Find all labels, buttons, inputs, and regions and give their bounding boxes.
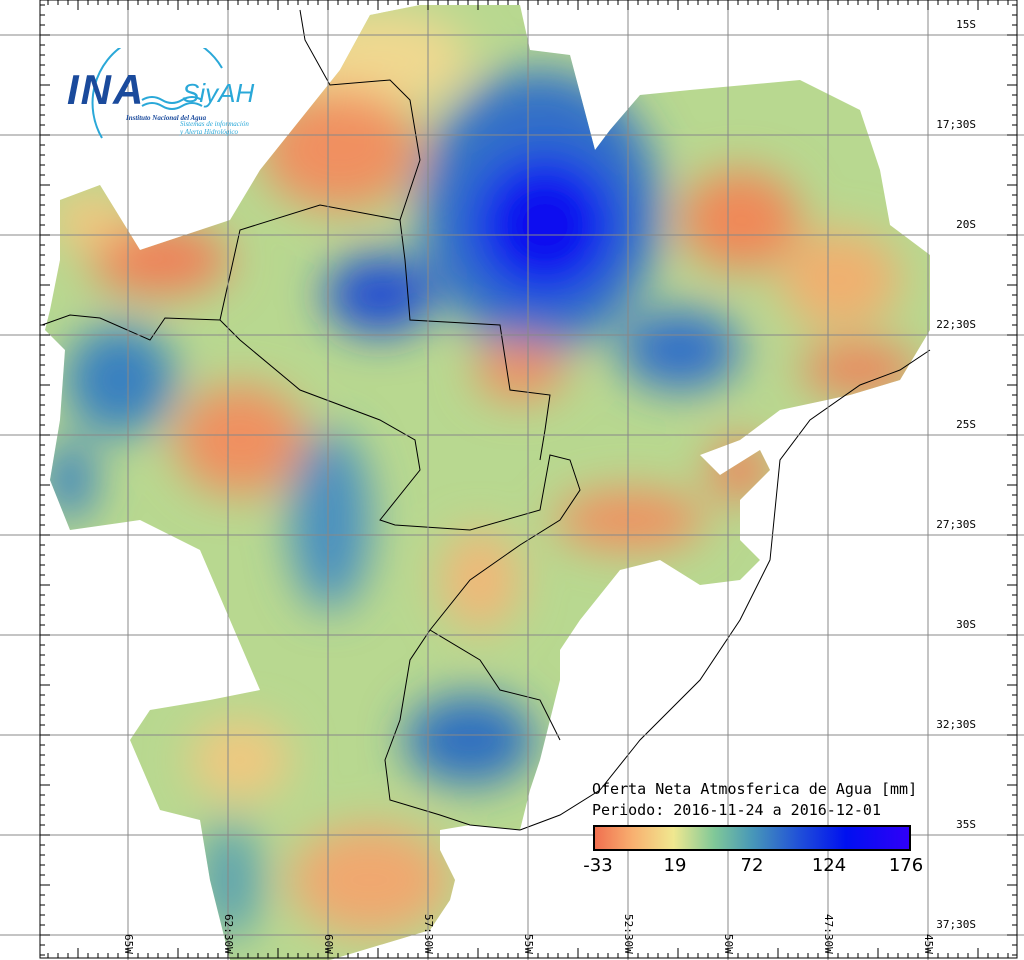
ina-siyah-logo: INA SiyAH Instituto Nacional del Agua Si…	[62, 48, 282, 148]
logo-institute: Instituto Nacional del Agua	[126, 114, 207, 122]
lat-label: 20S	[956, 218, 976, 231]
colorbar-tick-label: 72	[740, 855, 764, 876]
logo-siyah: SiyAH	[182, 78, 255, 108]
lon-label: 52:30W	[622, 914, 635, 954]
lon-label: 45W	[922, 934, 935, 954]
lon-label: 62:30W	[222, 914, 235, 954]
legend: Oferta Neta Atmosferica de Agua [mm] Per…	[592, 779, 917, 821]
colorbar-tick-label: 124	[811, 855, 847, 876]
logo-ina: INA	[67, 66, 146, 113]
lat-label: 30S	[956, 618, 976, 631]
legend-period: Periodo: 2016-11-24 a 2016-12-01	[592, 801, 881, 819]
borders	[41, 9, 931, 831]
lon-label: 57:30W	[422, 914, 435, 954]
colorbar-tick-label: -33	[583, 855, 613, 876]
lat-label: 32;30S	[936, 718, 976, 731]
lon-label: 60W	[322, 934, 335, 954]
colorbar	[593, 825, 911, 851]
colorbar-tick-label: 19	[663, 855, 687, 876]
lat-label: 37;30S	[936, 918, 976, 931]
logo-system-line1: Sistemas de información	[180, 120, 249, 128]
logo-system: Sistemas de información y Alerta Hidrológ…	[180, 120, 280, 136]
lat-label: 25S	[956, 418, 976, 431]
lon-label: 55W	[522, 934, 535, 954]
lon-label: 65W	[122, 934, 135, 954]
logo-system-line2: y Alerta Hidrológico	[180, 128, 238, 136]
lat-label: 22;30S	[936, 318, 976, 331]
frame-ticks	[40, 0, 1017, 958]
colorbar-tick-label: 176	[888, 855, 924, 876]
lat-label: 35S	[956, 818, 976, 831]
legend-title: Oferta Neta Atmosferica de Agua [mm]	[592, 780, 918, 798]
lat-label: 15S	[956, 18, 976, 31]
lat-label: 27;30S	[936, 518, 976, 531]
lat-label: 17;30S	[936, 118, 976, 131]
lon-label: 50W	[722, 934, 735, 954]
lon-label: 47:30W	[822, 914, 835, 954]
